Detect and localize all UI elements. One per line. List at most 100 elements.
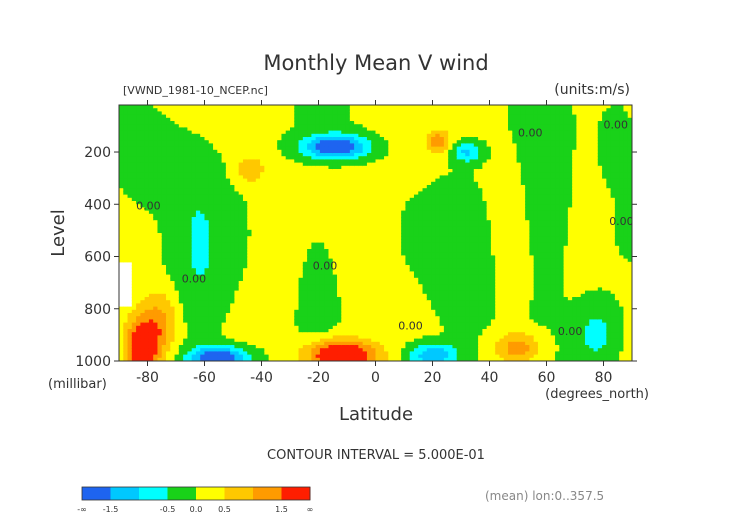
field-cell bbox=[349, 236, 355, 240]
field-cell bbox=[268, 245, 274, 250]
field-cell bbox=[144, 290, 150, 295]
field-cell bbox=[337, 220, 342, 224]
field-cell bbox=[290, 185, 295, 189]
field-cell bbox=[136, 284, 141, 288]
field-cell bbox=[148, 258, 154, 263]
field-cell bbox=[157, 117, 163, 122]
field-cell bbox=[166, 149, 171, 154]
field-cell bbox=[354, 354, 359, 359]
field-cell bbox=[302, 172, 308, 176]
field-cell bbox=[307, 332, 312, 336]
field-cell bbox=[319, 124, 325, 128]
field-cell bbox=[272, 143, 278, 148]
field-cell bbox=[187, 325, 193, 330]
field-cell bbox=[349, 201, 355, 205]
field-cell bbox=[302, 325, 308, 330]
field-cell bbox=[268, 293, 274, 298]
field-cell bbox=[272, 255, 278, 260]
field-cell bbox=[242, 233, 248, 237]
field-cell bbox=[221, 223, 227, 228]
field-cell bbox=[371, 249, 377, 253]
field-cell bbox=[242, 220, 248, 224]
field-cell bbox=[358, 188, 364, 192]
field-cell bbox=[298, 156, 304, 160]
field-cell bbox=[140, 121, 146, 125]
field-cell bbox=[144, 130, 150, 135]
field-cell bbox=[315, 194, 321, 199]
field-cell bbox=[230, 201, 236, 205]
field-cell bbox=[264, 354, 270, 359]
field-cell bbox=[136, 345, 141, 349]
field-cell bbox=[328, 124, 334, 128]
field-cell bbox=[290, 281, 295, 285]
field-cell bbox=[379, 181, 385, 186]
field-cell bbox=[247, 293, 253, 298]
field-cell bbox=[319, 354, 325, 359]
field-cell bbox=[174, 325, 180, 330]
field-cell bbox=[140, 159, 146, 164]
field-cell bbox=[251, 325, 257, 330]
field-cell bbox=[153, 220, 159, 224]
field-cell bbox=[187, 316, 193, 320]
field-cell bbox=[247, 210, 253, 215]
field-cell bbox=[123, 319, 129, 324]
field-cell bbox=[178, 319, 184, 324]
field-cell bbox=[200, 348, 206, 352]
field-cell bbox=[136, 191, 141, 196]
field-cell bbox=[208, 297, 214, 301]
contour-field bbox=[119, 105, 632, 361]
field-cell bbox=[247, 197, 253, 202]
field-cell bbox=[285, 319, 291, 324]
field-cell bbox=[208, 252, 214, 256]
field-cell bbox=[144, 223, 150, 228]
field-cell bbox=[285, 146, 291, 151]
field-cell bbox=[366, 159, 372, 164]
field-cell bbox=[123, 105, 129, 109]
field-cell bbox=[119, 239, 124, 244]
field-cell bbox=[358, 297, 364, 301]
field-cell bbox=[234, 233, 240, 237]
field-cell bbox=[174, 300, 180, 304]
field-cell bbox=[375, 133, 381, 138]
field-cell bbox=[358, 245, 364, 250]
field-cell bbox=[264, 153, 270, 157]
field-cell bbox=[204, 111, 210, 116]
field-cell bbox=[136, 277, 141, 282]
field-cell bbox=[345, 226, 351, 231]
field-cell bbox=[225, 265, 231, 269]
field-cell bbox=[341, 271, 347, 276]
field-cell bbox=[221, 124, 227, 128]
field-cell bbox=[332, 277, 338, 282]
field-cell bbox=[341, 287, 347, 292]
field-cell bbox=[140, 149, 146, 154]
field-cell bbox=[319, 274, 325, 279]
field-cell bbox=[268, 354, 274, 359]
field-cell bbox=[230, 265, 236, 269]
field-cell bbox=[119, 245, 124, 250]
field-cell bbox=[161, 236, 167, 240]
field-cell bbox=[127, 345, 133, 349]
field-cell bbox=[131, 322, 137, 327]
field-cell bbox=[379, 239, 385, 244]
field-cell bbox=[195, 309, 201, 314]
field-cell bbox=[127, 233, 133, 237]
field-cell bbox=[311, 197, 317, 202]
field-cell bbox=[384, 105, 389, 109]
field-cell bbox=[290, 325, 295, 330]
field-cell bbox=[268, 124, 274, 128]
field-cell bbox=[183, 306, 189, 311]
field-cell bbox=[208, 108, 214, 112]
field-cell bbox=[311, 242, 317, 247]
field-cell bbox=[268, 271, 274, 276]
field-cell bbox=[238, 165, 244, 170]
field-cell bbox=[298, 204, 304, 208]
field-cell bbox=[324, 178, 330, 183]
field-cell bbox=[294, 284, 300, 288]
field-cell bbox=[144, 261, 150, 266]
field-cell bbox=[123, 207, 129, 212]
field-cell bbox=[294, 111, 300, 116]
field-cell bbox=[285, 220, 291, 224]
field-cell bbox=[384, 124, 389, 128]
field-cell bbox=[178, 220, 184, 224]
field-cell bbox=[153, 197, 159, 202]
